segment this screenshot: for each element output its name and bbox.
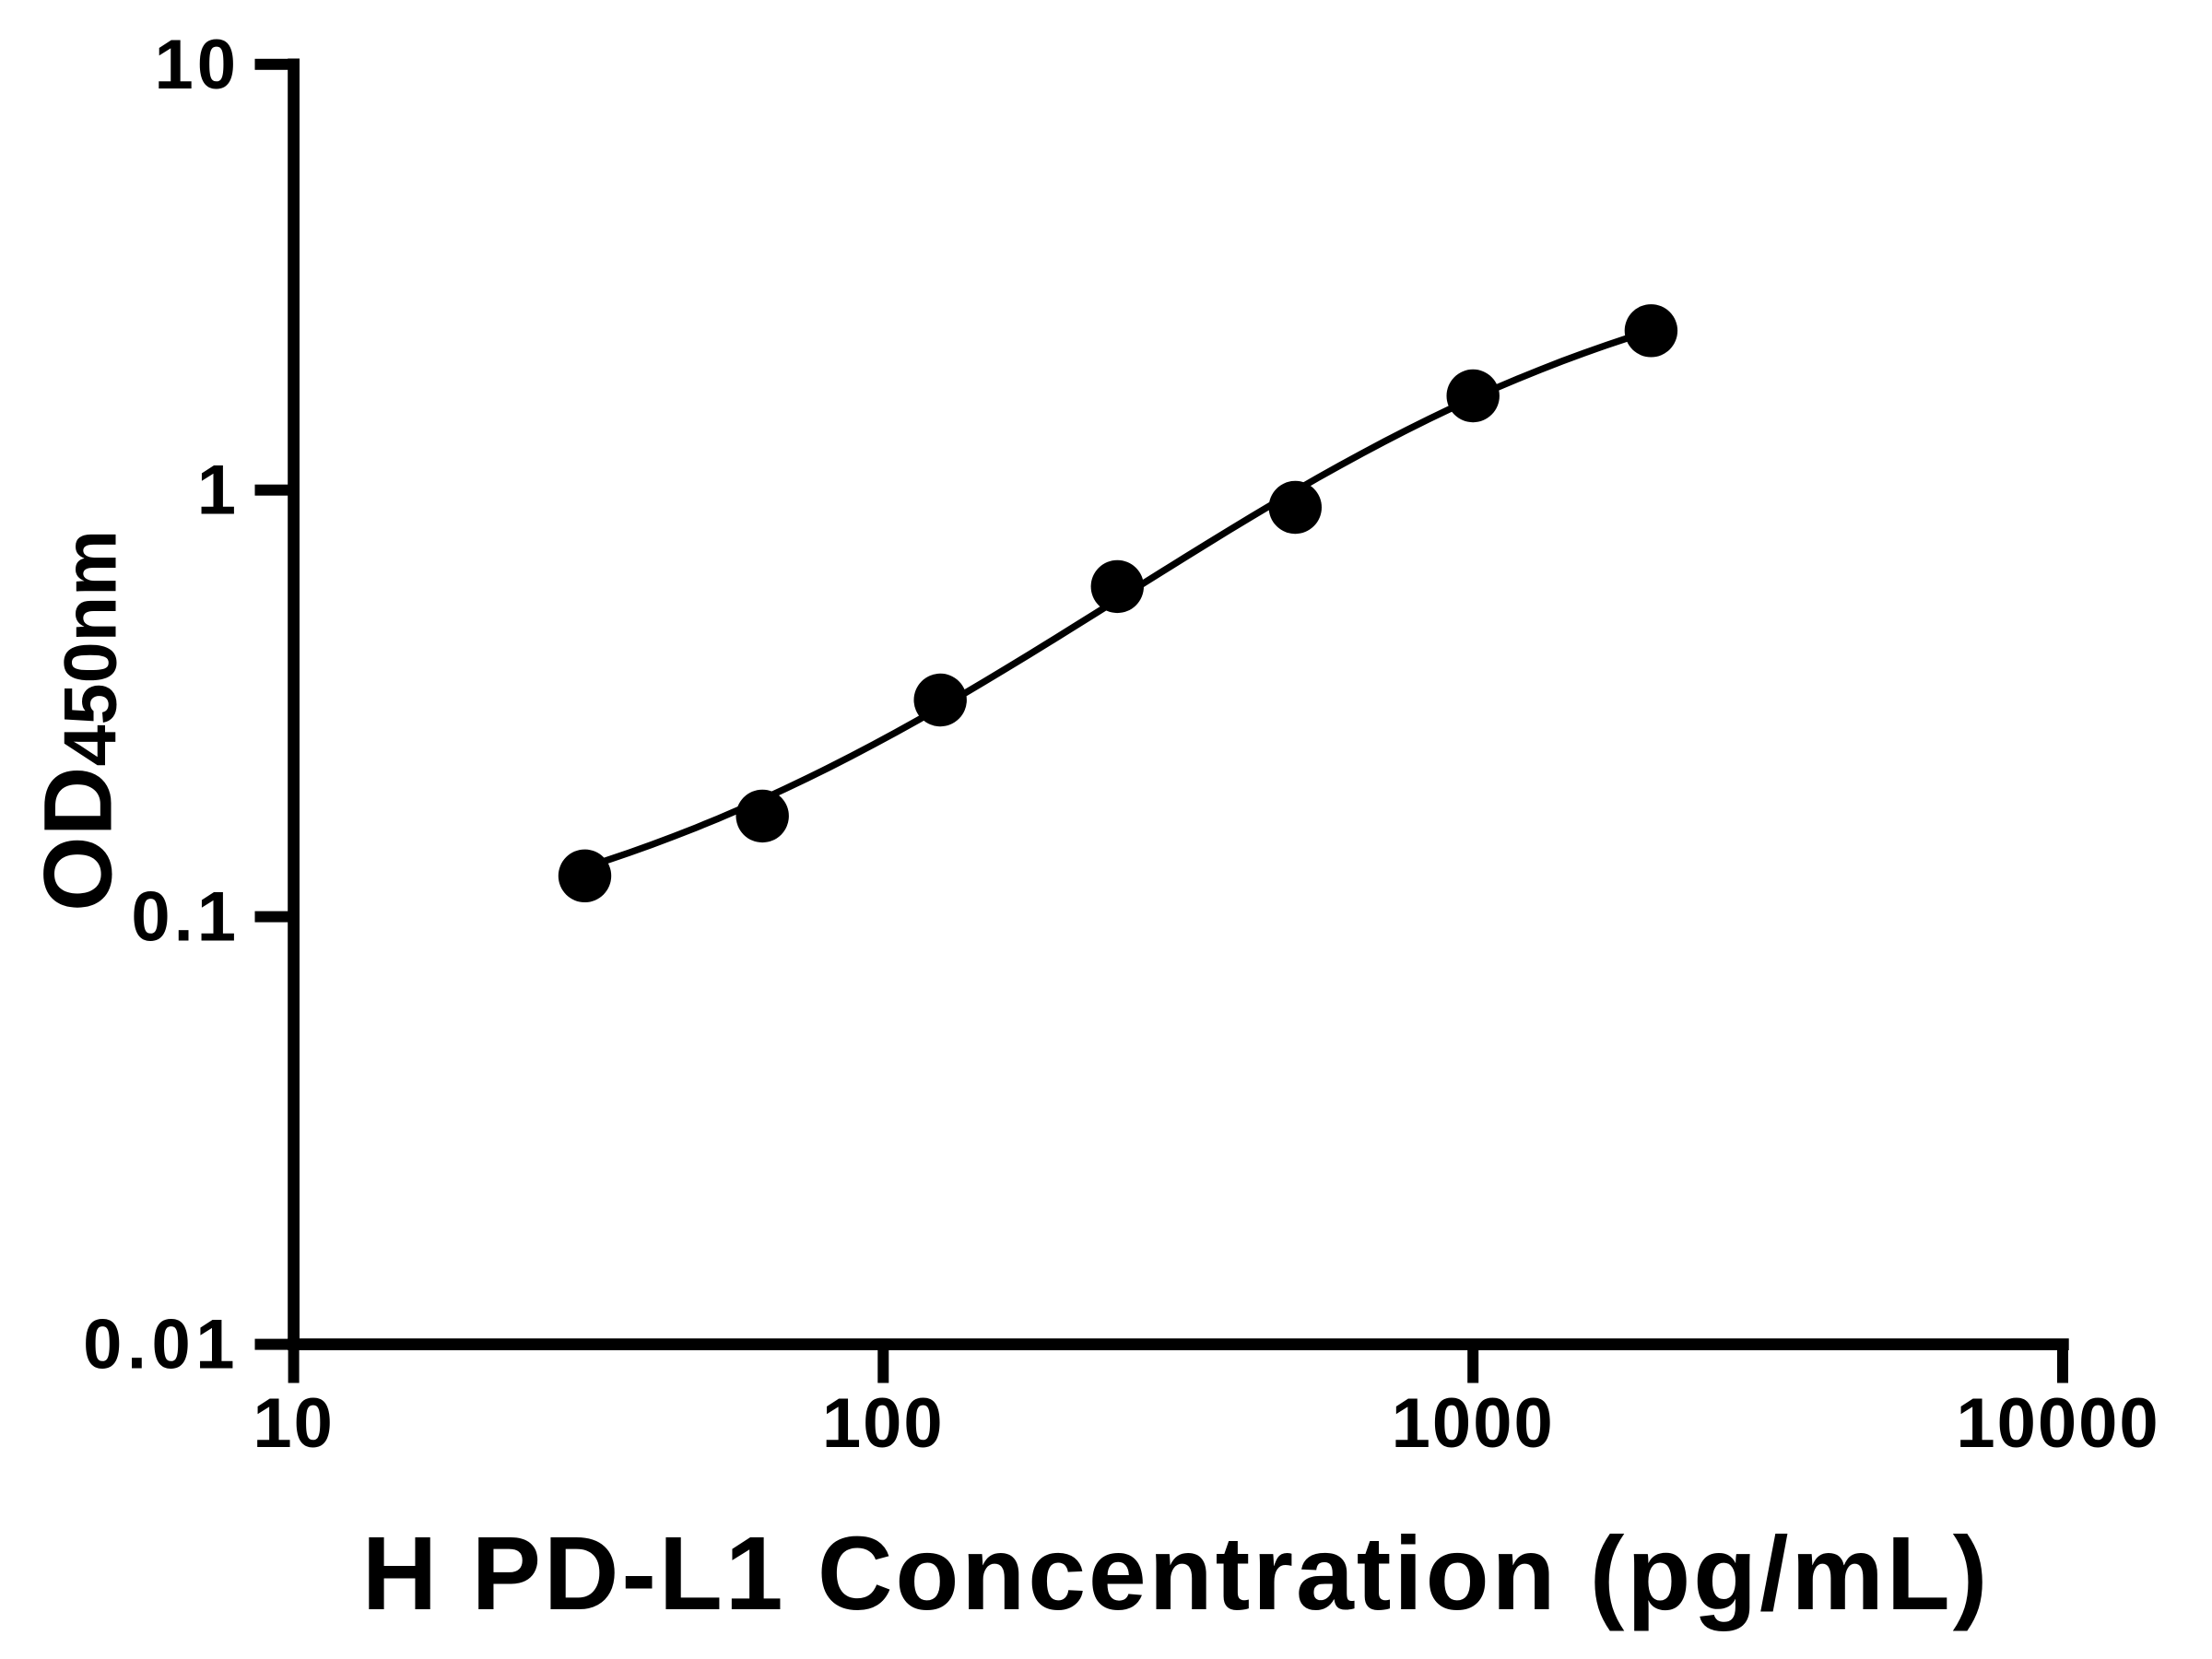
svg-text:0.1: 0.1 xyxy=(131,878,240,957)
svg-text:0.01: 0.01 xyxy=(83,1306,240,1384)
svg-text:H PD-L1 Concentration (pg/mL): H PD-L1 Concentration (pg/mL) xyxy=(362,1515,1990,1631)
svg-text:10: 10 xyxy=(154,26,240,104)
svg-text:10000: 10000 xyxy=(1956,1384,2159,1463)
svg-text:1000: 1000 xyxy=(1392,1384,1555,1463)
svg-text:10: 10 xyxy=(253,1384,335,1463)
svg-text:1: 1 xyxy=(197,452,240,530)
svg-text:100: 100 xyxy=(822,1384,945,1463)
